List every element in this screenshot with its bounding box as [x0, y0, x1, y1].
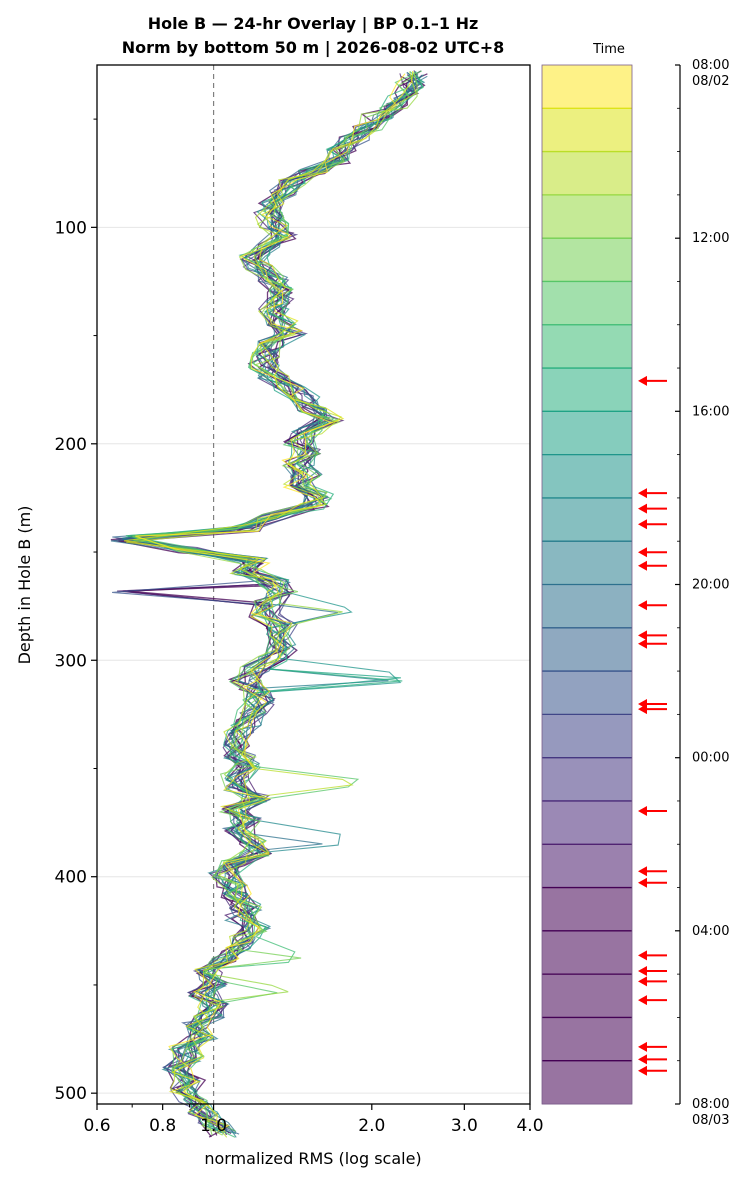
- colorbar-band: [542, 887, 632, 932]
- colorbar-band: [542, 800, 632, 845]
- y-axis-label: Depth in Hole B (m): [15, 506, 34, 665]
- colorbar-band: [542, 65, 632, 109]
- plot-frame: [96, 64, 531, 1105]
- colorbar-tick-date: 08/02: [692, 74, 729, 89]
- event-arrow: [638, 976, 667, 987]
- y-tick-label: 300: [55, 651, 87, 671]
- event-arrow: [638, 1054, 667, 1065]
- colorbar-band: [542, 757, 632, 802]
- series-line: [123, 70, 414, 1133]
- colorbar: [541, 64, 633, 1105]
- colorbar-band: [542, 368, 632, 412]
- colorbar-band: [542, 108, 632, 153]
- event-arrow: [638, 375, 667, 386]
- x-axis-label: normalized RMS (log scale): [204, 1149, 421, 1168]
- colorbar-band: [542, 194, 632, 239]
- plot-background: [97, 65, 530, 1104]
- colorbar-tick-label: 08:00: [692, 58, 729, 73]
- x-tick-label: 3.0: [451, 1116, 478, 1136]
- colorbar-band: [542, 324, 632, 369]
- x-axis-ticks: 0.6 0.8 1.0 2.0 3.0 4.0: [83, 1104, 544, 1136]
- event-arrow: [638, 1065, 667, 1076]
- y-tick-label: 100: [55, 218, 87, 238]
- series-line: [135, 71, 418, 1136]
- colorbar-band: [542, 930, 632, 975]
- series-line: [139, 70, 424, 1134]
- x-tick-label: 0.8: [149, 1116, 176, 1136]
- event-arrow: [638, 950, 667, 961]
- event-arrow: [638, 877, 667, 888]
- event-arrow: [638, 630, 667, 641]
- colorbar-tick-label: 12:00: [692, 231, 729, 246]
- colorbar-band: [542, 238, 632, 282]
- colorbar-tick-label: 08:00: [692, 1097, 729, 1112]
- colorbar-tick-label: 16:00: [692, 404, 729, 419]
- event-arrow: [638, 560, 667, 571]
- event-arrow: [638, 806, 667, 817]
- event-arrow: [638, 966, 667, 977]
- colorbar-band: [542, 627, 632, 672]
- event-arrows: [638, 375, 667, 1076]
- y-tick-label: 200: [55, 435, 87, 455]
- colorbar-band: [542, 844, 632, 889]
- chart-title-line-1: Hole B — 24-hr Overlay | BP 0.1–1 Hz: [148, 14, 479, 34]
- event-arrow: [638, 995, 667, 1006]
- y-tick-label: 500: [55, 1084, 87, 1104]
- colorbar-frame: [541, 64, 633, 1105]
- x-tick-label: 1.0: [200, 1116, 227, 1136]
- colorbar-band: [542, 974, 632, 1018]
- colorbar-tick-label: 04:00: [692, 924, 729, 939]
- colorbar-band: [542, 671, 632, 715]
- event-arrow: [638, 1041, 667, 1052]
- colorbar-band: [542, 541, 632, 585]
- event-arrow: [638, 488, 667, 499]
- series-group: [110, 70, 428, 1138]
- colorbar-band: [542, 151, 632, 196]
- colorbar-band: [542, 1017, 632, 1062]
- event-arrow: [638, 866, 667, 877]
- colorbar-band: [542, 1060, 632, 1105]
- event-arrow: [638, 638, 667, 649]
- y-tick-label: 400: [55, 868, 87, 888]
- colorbar-band: [542, 411, 632, 456]
- y-axis-ticks: 100 200 300 400 500: [55, 118, 97, 1104]
- gridlines: [97, 226, 530, 1094]
- event-arrow: [638, 704, 667, 715]
- event-arrow: [638, 600, 667, 611]
- event-arrow: [638, 503, 667, 514]
- colorbar-tick-date: 08/03: [692, 1113, 729, 1128]
- colorbar-time-axis: 08:0008/0212:0016:0020:0000:0004:0008:00…: [675, 58, 729, 1128]
- event-arrow: [638, 547, 667, 558]
- colorbar-label: Time: [592, 42, 625, 57]
- event-arrow: [638, 519, 667, 530]
- x-tick-label: 2.0: [358, 1116, 385, 1136]
- colorbar-band: [542, 454, 632, 499]
- chart-title-line-2: Norm by bottom 50 m | 2026-08-02 UTC+8: [122, 38, 505, 58]
- colorbar-band: [542, 497, 632, 542]
- colorbar-tick-label: 00:00: [692, 751, 729, 766]
- colorbar-band: [542, 714, 632, 759]
- colorbar-tick-label: 20:00: [692, 578, 729, 593]
- series-line: [133, 70, 423, 1132]
- x-tick-label: 4.0: [516, 1116, 543, 1136]
- plot-area: 0.6 0.8 1.0 2.0 3.0 4.0 100 200 300 400 500: [55, 64, 544, 1138]
- colorbar-band: [542, 281, 632, 326]
- colorbar-band: [542, 584, 632, 629]
- series-line: [135, 73, 406, 1132]
- x-tick-label: 0.6: [83, 1116, 110, 1136]
